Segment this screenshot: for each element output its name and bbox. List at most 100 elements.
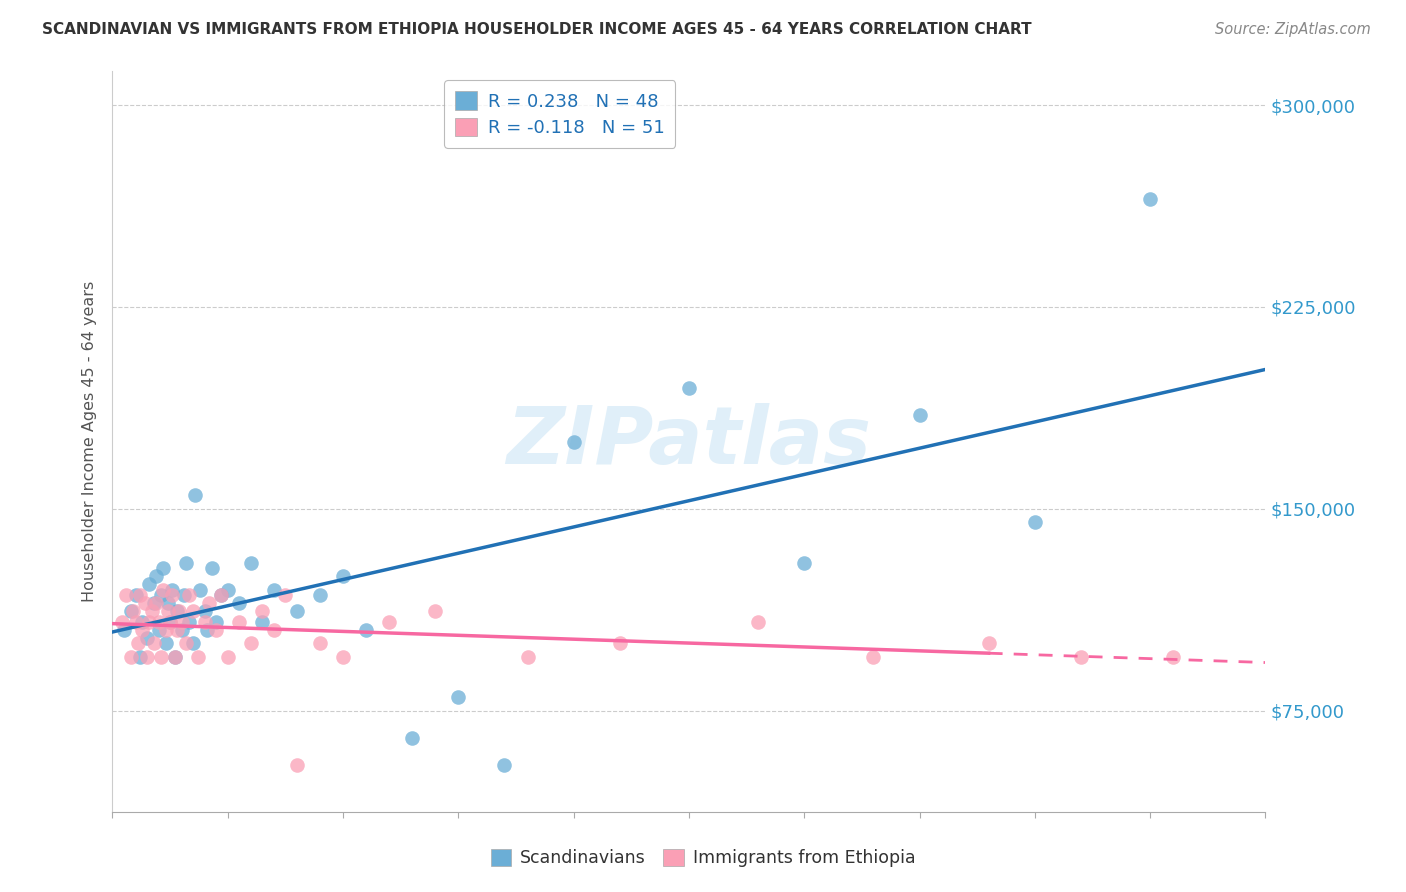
Point xyxy=(166,604,188,618)
Point xyxy=(1139,192,1161,206)
Point xyxy=(195,623,218,637)
Point xyxy=(188,582,211,597)
Point xyxy=(354,623,377,637)
Point xyxy=(156,596,179,610)
Point xyxy=(138,615,160,629)
Point xyxy=(155,636,177,650)
Text: Source: ZipAtlas.com: Source: ZipAtlas.com xyxy=(1215,22,1371,37)
Point xyxy=(332,649,354,664)
Point xyxy=(181,636,204,650)
Point xyxy=(115,588,138,602)
Point xyxy=(112,623,135,637)
Point xyxy=(378,615,401,629)
Point xyxy=(163,649,186,664)
Point xyxy=(169,604,191,618)
Point xyxy=(162,588,184,602)
Point xyxy=(1161,649,1184,664)
Point xyxy=(187,649,209,664)
Point xyxy=(1024,516,1046,530)
Point xyxy=(127,636,149,650)
Point xyxy=(239,636,262,650)
Point xyxy=(562,434,585,449)
Point xyxy=(908,408,931,422)
Point xyxy=(162,582,184,597)
Point xyxy=(263,623,285,637)
Point xyxy=(194,604,217,618)
Point xyxy=(134,596,156,610)
Point xyxy=(163,649,186,664)
Point xyxy=(177,588,200,602)
Point xyxy=(152,561,174,575)
Point xyxy=(285,604,308,618)
Text: ZIPatlas: ZIPatlas xyxy=(506,402,872,481)
Point xyxy=(977,636,1000,650)
Point xyxy=(120,649,142,664)
Point xyxy=(184,488,207,502)
Point xyxy=(129,588,152,602)
Point xyxy=(138,577,160,591)
Point xyxy=(217,582,239,597)
Point xyxy=(447,690,470,705)
Point xyxy=(609,636,631,650)
Point xyxy=(332,569,354,583)
Point xyxy=(166,623,188,637)
Point xyxy=(678,381,700,395)
Point xyxy=(174,636,197,650)
Point xyxy=(205,615,228,629)
Point xyxy=(131,623,153,637)
Point xyxy=(136,649,159,664)
Point xyxy=(155,623,177,637)
Point xyxy=(149,649,172,664)
Point xyxy=(159,615,181,629)
Point xyxy=(124,615,146,629)
Point xyxy=(149,588,172,602)
Point xyxy=(309,588,332,602)
Point xyxy=(145,569,167,583)
Point xyxy=(862,649,884,664)
Point xyxy=(209,588,232,602)
Point xyxy=(516,649,538,664)
Point xyxy=(174,556,197,570)
Point xyxy=(494,757,516,772)
Point xyxy=(131,615,153,629)
Y-axis label: Householder Income Ages 45 - 64 years: Householder Income Ages 45 - 64 years xyxy=(82,281,97,602)
Point xyxy=(285,757,308,772)
Point xyxy=(263,582,285,597)
Point xyxy=(143,596,166,610)
Point xyxy=(1070,649,1092,664)
Point xyxy=(159,615,181,629)
Point xyxy=(217,649,239,664)
Point xyxy=(201,561,224,575)
Point xyxy=(124,588,146,602)
Point xyxy=(194,615,217,629)
Point xyxy=(148,623,170,637)
Point xyxy=(122,604,145,618)
Point xyxy=(111,615,134,629)
Point xyxy=(747,615,769,629)
Point xyxy=(145,596,167,610)
Point xyxy=(205,623,228,637)
Point xyxy=(156,604,179,618)
Point xyxy=(173,588,195,602)
Point xyxy=(401,731,423,745)
Point xyxy=(152,582,174,597)
Point xyxy=(181,604,204,618)
Point xyxy=(136,631,159,645)
Point xyxy=(239,556,262,570)
Point xyxy=(129,649,152,664)
Point xyxy=(148,615,170,629)
Point xyxy=(141,604,163,618)
Point xyxy=(198,596,221,610)
Legend: R = 0.238   N = 48, R = -0.118   N = 51: R = 0.238 N = 48, R = -0.118 N = 51 xyxy=(444,80,675,148)
Point xyxy=(252,615,274,629)
Point xyxy=(228,615,250,629)
Point xyxy=(209,588,232,602)
Text: SCANDINAVIAN VS IMMIGRANTS FROM ETHIOPIA HOUSEHOLDER INCOME AGES 45 - 64 YEARS C: SCANDINAVIAN VS IMMIGRANTS FROM ETHIOPIA… xyxy=(42,22,1032,37)
Point xyxy=(793,556,815,570)
Point xyxy=(177,615,200,629)
Point xyxy=(252,604,274,618)
Point xyxy=(274,588,297,602)
Point xyxy=(120,604,142,618)
Point xyxy=(425,604,447,618)
Point xyxy=(309,636,332,650)
